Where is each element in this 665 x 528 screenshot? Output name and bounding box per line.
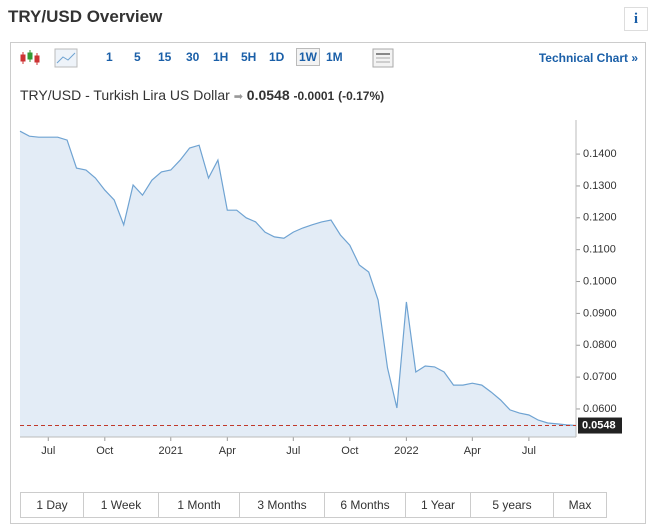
technical-chart-link[interactable]: Technical Chart »: [538, 51, 638, 65]
line: [19, 130, 577, 427]
range-button[interactable]: 1 Week: [83, 492, 159, 518]
layout-icon[interactable]: [372, 48, 394, 68]
range-button[interactable]: 1 Day: [20, 492, 84, 518]
x-tick-label: 2022: [394, 445, 418, 457]
range-button[interactable]: Max: [553, 492, 607, 518]
interval-button[interactable]: 15: [158, 50, 172, 64]
y-tick-label: 0.1100: [583, 244, 616, 256]
range-button[interactable]: 1 Month: [158, 492, 240, 518]
range-button[interactable]: 1 Year: [405, 492, 471, 518]
toolbar: 1 5 15 30 1H 5H 1D 1W 1M Technical Chart »: [10, 44, 646, 72]
chart: Investing.com0.06000.07000.08000.09000.1…: [19, 120, 622, 457]
instrument-name: TRY/USD - Turkish Lira US Dollar: [20, 87, 230, 103]
last-price-label: 0.0548: [582, 419, 616, 431]
y-tick-label: 0.0700: [583, 371, 617, 383]
interval-button[interactable]: 1H: [213, 50, 229, 64]
x-tick-label: Apr: [219, 445, 236, 457]
interval-button[interactable]: 1D: [269, 50, 285, 64]
range-button[interactable]: 5 years: [470, 492, 554, 518]
price: 0.0548: [246, 87, 290, 103]
x-tick-label: Jul: [286, 445, 300, 457]
x-tick-label: Jul: [41, 445, 55, 457]
y-tick-label: 0.1400: [583, 148, 617, 160]
y-tick-label: 0.1300: [583, 180, 617, 192]
area-icon[interactable]: [54, 48, 78, 68]
info-button[interactable]: i: [624, 7, 648, 31]
change-pct: (-0.17%): [338, 89, 385, 103]
x-tick-label: Apr: [464, 445, 481, 457]
last-price-badge: [578, 417, 622, 434]
y-tick-label: 0.0600: [583, 403, 617, 415]
x-tick-label: Oct: [96, 445, 113, 457]
arrow-icon: ➡: [233, 91, 243, 103]
quote-line: TRY/USD - Turkish Lira US Dollar ➡ 0.054…: [20, 87, 384, 103]
x-tick-label: Oct: [341, 445, 358, 457]
interval-button[interactable]: 30: [186, 50, 200, 64]
interval-button[interactable]: 1: [106, 50, 113, 64]
interval-button[interactable]: 1W: [296, 48, 320, 66]
range-buttons: 1 Day 1 Week 1 Month 3 Months 6 Months 1 Year…: [20, 492, 607, 518]
candle-icon[interactable]: [18, 48, 42, 68]
y-tick-label: 0.1000: [583, 275, 617, 287]
widget-title: TRY/USD Overview: [8, 7, 163, 26]
y-tick-label: 0.0900: [583, 307, 617, 319]
x-tick-label: Jul: [522, 445, 536, 457]
x-tick-label: 2021: [159, 445, 183, 457]
range-button[interactable]: 3 Months: [239, 492, 325, 518]
y-tick-label: 0.0800: [583, 339, 617, 351]
area: [20, 131, 576, 437]
widget-frame: [10, 42, 646, 524]
interval-button[interactable]: 1M: [326, 50, 343, 64]
y-tick-label: 0.1200: [583, 212, 617, 224]
range-button[interactable]: 6 Months: [324, 492, 406, 518]
change: -0.0001: [293, 89, 335, 103]
interval-button[interactable]: 5H: [241, 50, 257, 64]
interval-button[interactable]: 5: [134, 50, 141, 64]
